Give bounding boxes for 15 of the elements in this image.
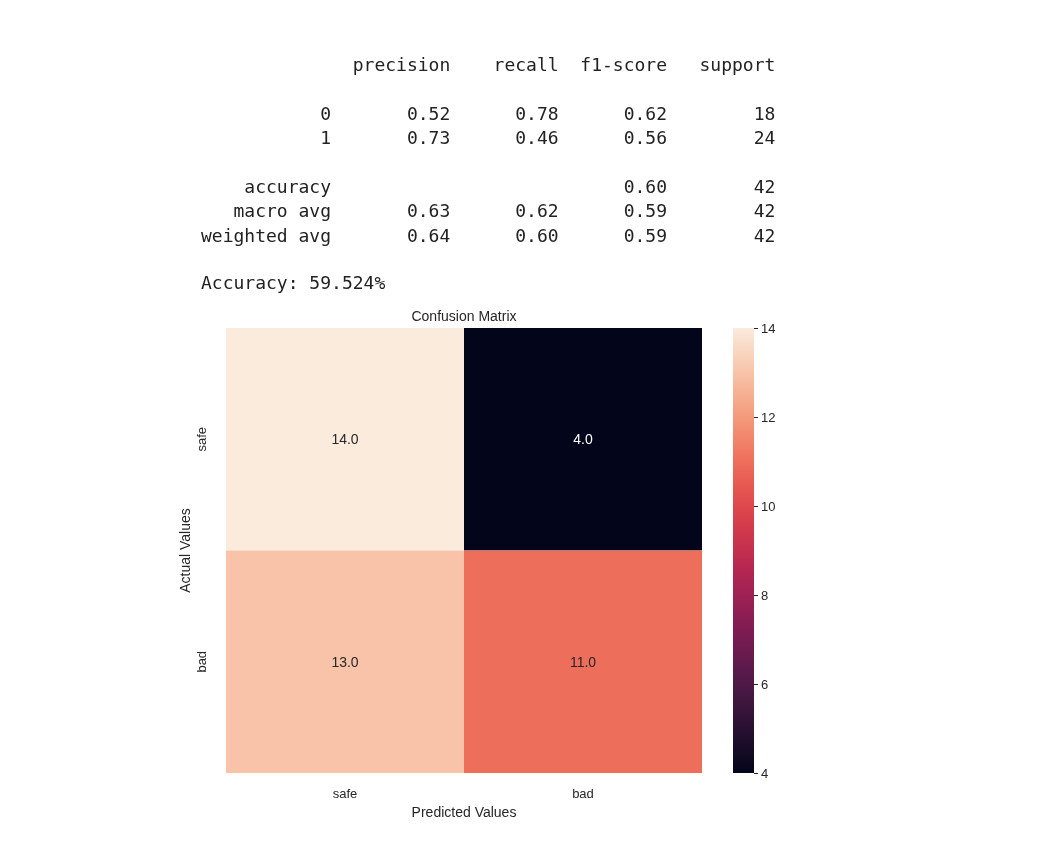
color-bar-label: 8 bbox=[761, 587, 769, 603]
data-label: 11.0 bbox=[569, 653, 597, 670]
color-bar-label: 14 bbox=[761, 320, 776, 336]
text: precision recall f1-score support 0 0.52 0.78 0.62 18 1 0.73 0.46 0.56 24 accuracy 0.60 42 macro avg 0.63 0.62 0.59 42 weighted avg 0.64 0.60 0.59 42 bbox=[201, 54, 776, 246]
color-bar-label: 4 bbox=[761, 765, 769, 781]
data-label: 13.0 bbox=[331, 653, 359, 670]
chart-title: Confusion Matrix bbox=[411, 308, 517, 324]
color-bar-label: 6 bbox=[761, 676, 769, 692]
text: Accuracy: 59.524% bbox=[201, 271, 386, 295]
data-label: 14.0 bbox=[331, 431, 359, 448]
color-bar-label: 12 bbox=[761, 409, 776, 425]
color-bar-label: 10 bbox=[761, 498, 776, 514]
data-label: 4.0 bbox=[573, 431, 593, 448]
y-axis-title: Actual Values bbox=[177, 508, 193, 593]
x-axis-title: Predicted Values bbox=[411, 804, 517, 820]
